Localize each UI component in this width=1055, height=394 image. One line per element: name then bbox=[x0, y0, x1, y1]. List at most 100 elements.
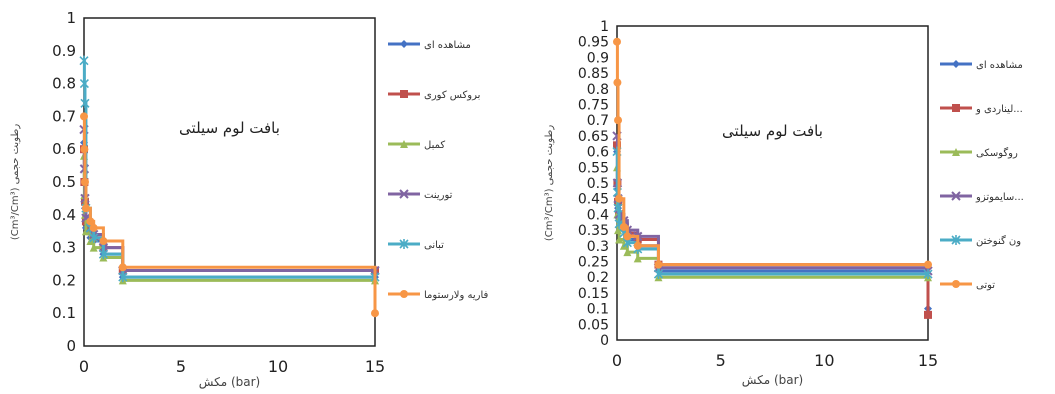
x-axis-label: مکش (bar) bbox=[742, 373, 803, 388]
y-tick-label: 0.5 bbox=[52, 173, 76, 191]
y-tick-label: 0.2 bbox=[587, 270, 609, 286]
y-tick-label: 1 bbox=[66, 9, 76, 27]
legend-label: لیناردی و... bbox=[975, 104, 1023, 115]
data-point bbox=[89, 223, 98, 232]
y-tick-label: 0.55 bbox=[578, 160, 609, 176]
data-point bbox=[613, 37, 621, 46]
x-tick-label: 10 bbox=[268, 357, 288, 376]
legend-label: تبانی bbox=[424, 240, 444, 251]
legend-marker bbox=[399, 239, 409, 249]
y-tick-label: 0.9 bbox=[52, 42, 76, 60]
data-point bbox=[924, 310, 932, 319]
legend-entry: تورینت bbox=[388, 189, 453, 201]
data-point bbox=[80, 178, 89, 186]
legend-marker bbox=[952, 60, 960, 68]
y-tick-label: 0 bbox=[66, 337, 76, 355]
data-point bbox=[98, 249, 108, 260]
legend-label: بروکس کوری bbox=[424, 90, 480, 101]
chart-1: 00.10.20.30.40.50.60.70.80.910 5 10 15(Cm³/… bbox=[10, 9, 489, 390]
data-point bbox=[615, 235, 624, 244]
legend-marker bbox=[952, 280, 960, 288]
y-tick-label: 0.6 bbox=[52, 140, 76, 158]
legend-label: تورینت bbox=[424, 190, 453, 201]
data-point bbox=[86, 217, 95, 226]
chart-2: 00.050.10.150.20.250.30.350.40.450.50.55… bbox=[544, 19, 1024, 388]
data-point bbox=[118, 263, 127, 272]
y-tick-label: 0 bbox=[600, 333, 609, 349]
legend-entry: فاریه ولارستوما bbox=[388, 290, 489, 301]
x-tick-label: 5 bbox=[176, 357, 186, 376]
legend-label: مشاهده ای bbox=[424, 40, 471, 51]
data-point bbox=[614, 226, 623, 235]
data-point bbox=[633, 254, 642, 263]
data-point bbox=[118, 272, 128, 283]
data-point bbox=[614, 116, 623, 125]
y-tick-label: 0.6 bbox=[587, 145, 609, 161]
legend-marker bbox=[952, 104, 960, 112]
data-point bbox=[623, 248, 632, 257]
legend-entry: بروکس کوری bbox=[388, 90, 480, 101]
y-tick-label: 0.95 bbox=[578, 35, 609, 51]
series-6 bbox=[613, 37, 932, 269]
y-tick-label: 0.45 bbox=[578, 192, 609, 208]
legend-entry: مشاهده ای bbox=[940, 60, 1023, 71]
y-tick-label: 1 bbox=[600, 19, 609, 35]
x-tick-label: 0 bbox=[79, 357, 89, 376]
plot-area bbox=[616, 25, 929, 341]
legend-label: کمبل bbox=[424, 140, 445, 151]
data-point bbox=[633, 241, 642, 250]
y-axis-label: (Cm³/Cm³) رطوبت حجمی bbox=[544, 125, 555, 241]
data-point bbox=[79, 55, 89, 66]
y-tick-label: 0.85 bbox=[578, 66, 609, 82]
y-tick-label: 0.2 bbox=[52, 271, 76, 289]
x-axis-label: مکش (bar) bbox=[199, 375, 260, 390]
legend-label: ون گنوختن bbox=[976, 235, 1021, 247]
data-point bbox=[371, 309, 379, 318]
y-tick-label: 0.8 bbox=[52, 75, 76, 93]
data-point bbox=[80, 112, 88, 121]
series-6 bbox=[80, 112, 379, 318]
data-point bbox=[623, 232, 632, 241]
legend-entry: کمبل bbox=[388, 140, 445, 151]
x-tick-label: 15 bbox=[365, 357, 385, 376]
legend-entry: لیناردی و... bbox=[940, 104, 1023, 115]
legend-entry: تبانی bbox=[388, 239, 444, 251]
y-tick-label: 0.7 bbox=[52, 107, 76, 125]
data-point bbox=[924, 260, 932, 269]
legend-label: سایموتزو... bbox=[975, 192, 1024, 203]
legend-marker bbox=[399, 189, 409, 199]
data-point bbox=[99, 237, 108, 246]
data-point bbox=[79, 78, 89, 89]
y-tick-label: 0.05 bbox=[578, 317, 609, 333]
legend-marker bbox=[400, 40, 408, 48]
y-tick-label: 0.1 bbox=[52, 304, 76, 322]
legend-marker bbox=[951, 191, 961, 201]
legend-marker bbox=[400, 140, 408, 148]
y-tick-label: 0.35 bbox=[578, 223, 609, 239]
y-tick-label: 0.75 bbox=[578, 98, 609, 114]
data-point bbox=[654, 260, 663, 269]
y-tick-label: 0.9 bbox=[587, 50, 609, 66]
data-point bbox=[619, 222, 628, 231]
x-tick-label: 10 bbox=[814, 351, 834, 370]
y-tick-label: 0.8 bbox=[587, 82, 609, 98]
legend-marker bbox=[400, 90, 408, 98]
y-tick-label: 0.1 bbox=[587, 302, 609, 318]
x-tick-label: 15 bbox=[918, 351, 938, 370]
plot-area bbox=[83, 17, 376, 347]
y-axis-label: (Cm³/Cm³) رطوبت حجمی bbox=[10, 124, 21, 240]
legend-marker bbox=[951, 235, 961, 245]
data-point bbox=[80, 98, 90, 109]
data-point bbox=[613, 203, 623, 214]
legend-label: روگوسکی bbox=[976, 147, 1018, 159]
chart-annotation: بافت لوم سیلتی bbox=[722, 122, 823, 140]
data-point bbox=[81, 204, 90, 213]
legend-label: توتی bbox=[976, 280, 995, 291]
legend-entry: سایموتزو... bbox=[940, 191, 1024, 203]
y-tick-label: 0.3 bbox=[52, 239, 76, 257]
legend-label: مشاهده ای bbox=[976, 60, 1023, 71]
chart-annotation: بافت لوم سیلتی bbox=[179, 119, 280, 137]
y-tick-label: 0.3 bbox=[587, 239, 609, 255]
y-tick-label: 0.65 bbox=[578, 129, 609, 145]
